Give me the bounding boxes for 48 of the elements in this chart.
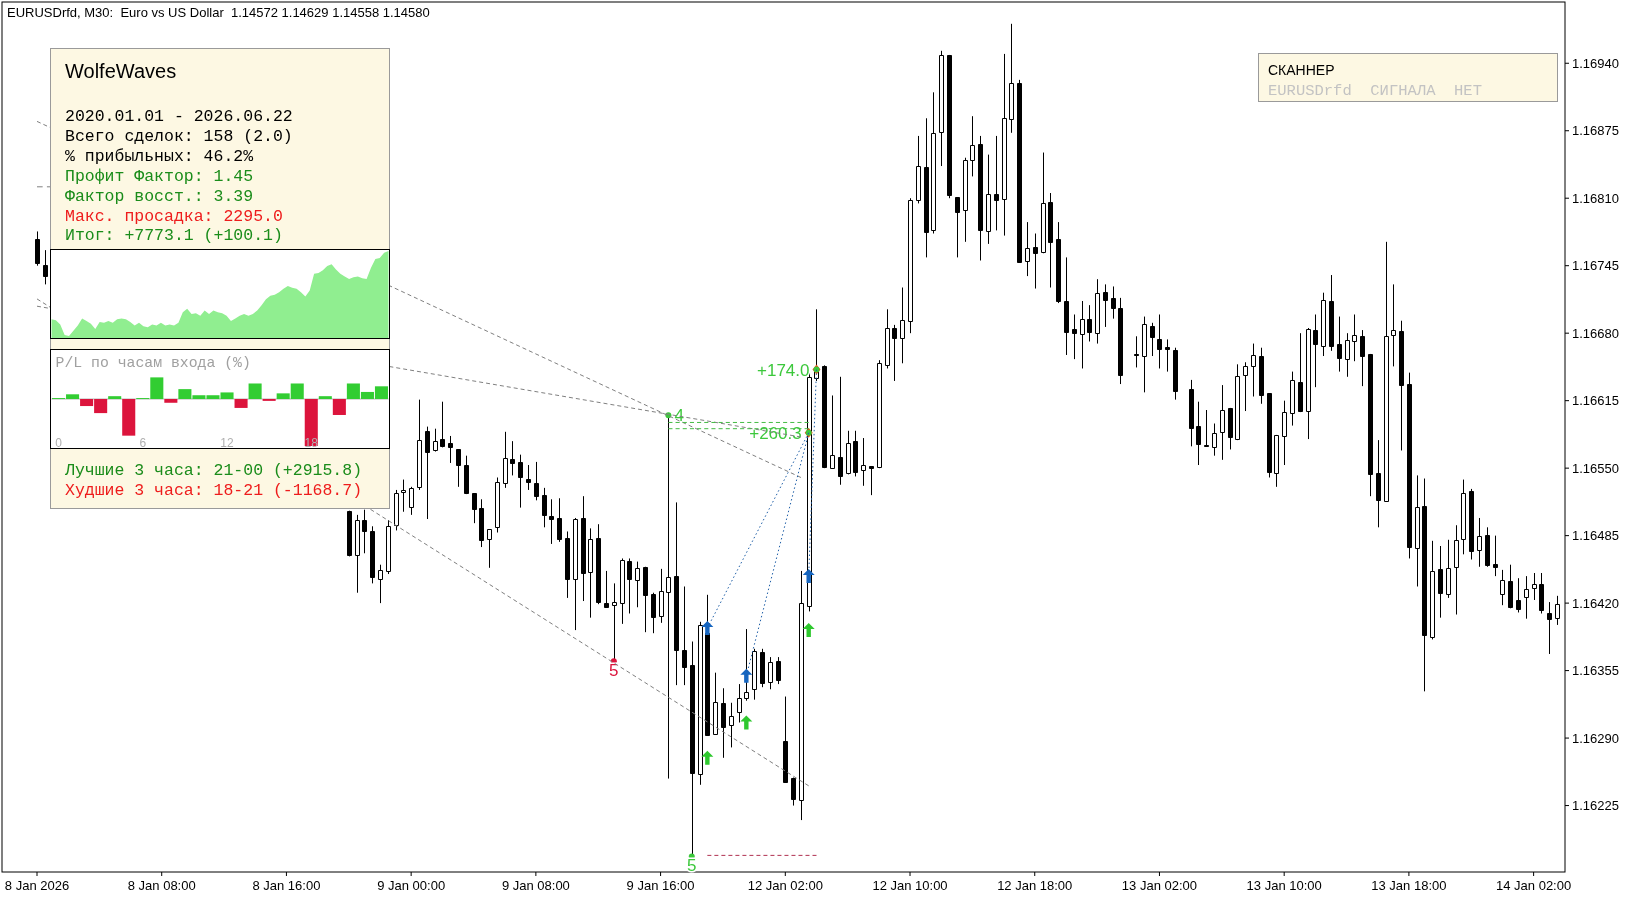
y-tick-label: 1.16420 <box>1572 595 1619 611</box>
x-tick-label: 12 Jan 18:00 <box>997 878 1073 893</box>
x-tick-label: 12 Jan 10:00 <box>872 878 948 893</box>
x-tick-label: 9 Jan 00:00 <box>377 878 446 893</box>
series-label: +260.3 <box>749 423 802 443</box>
annotation: Профит Фактор: 1.45 <box>65 166 254 186</box>
x-tick-label: 12 Jan 02:00 <box>747 878 823 893</box>
x-tick-label: 9 Jan 08:00 <box>501 878 570 893</box>
y-tick-label: 1.16615 <box>1572 393 1619 409</box>
series-label: 5 <box>609 660 619 680</box>
x-tick-label: 6 <box>139 435 147 450</box>
x-tick-label: 0 <box>55 435 63 450</box>
x-tick-label: 13 Jan 02:00 <box>1121 878 1198 893</box>
y-tick-label: 1.16485 <box>1572 528 1619 544</box>
x-tick-label: 8 Jan 16:00 <box>252 878 321 893</box>
x-tick-label: 13 Jan 18:00 <box>1371 878 1447 893</box>
annotation: Фактор восст.: 3.39 <box>65 186 254 206</box>
x-tick-label: 9 Jan 16:00 <box>626 878 695 893</box>
text: WolfeWaves <box>65 60 177 82</box>
series-label: 5 <box>687 855 697 875</box>
annotation: Макс. просадка: 2295.0 <box>65 206 283 226</box>
series-label: +174.0 <box>757 360 810 380</box>
annotation: Худшие 3 часа: 18-21 (-1168.7) <box>65 481 363 500</box>
y-tick-label: 1.16680 <box>1572 325 1619 341</box>
chart-title: EURUSDrfd, M30: Euro vs US Dollar 1.14572 1.14629 1.14558 1.14580 <box>7 5 430 20</box>
x-tick-label: 14 Jan 02:00 <box>1496 878 1572 893</box>
annotation: Всего сделок: 158 (2.0) <box>65 126 293 146</box>
y-tick-label: 1.16355 <box>1572 663 1619 679</box>
text: СКАННЕР <box>1268 62 1335 78</box>
y-tick-label: 1.16290 <box>1572 730 1619 746</box>
x-tick-label: 8 Jan 2026 <box>4 878 70 893</box>
x-tick-label: 18 <box>304 435 319 450</box>
x-tick-label: 13 Jan 10:00 <box>1246 878 1322 893</box>
y-tick-label: 1.16225 <box>1572 798 1619 814</box>
y-tick-label: 1.16745 <box>1572 258 1619 274</box>
annotation: EURUSDrfd СИГНАЛА НЕТ <box>1268 82 1482 100</box>
annotation: 2020.01.01 - 2026.06.22 <box>65 107 293 126</box>
annotation: Лучшие 3 часа: 21-00 (+2915.8) <box>64 461 363 480</box>
x-tick-label: 12 <box>220 435 235 450</box>
chart-title: P/L по часам входа (%) <box>55 354 251 371</box>
y-tick-label: 1.16810 <box>1572 190 1619 206</box>
series-label: 4 <box>674 406 684 426</box>
x-tick-label: 8 Jan 08:00 <box>127 878 196 893</box>
y-tick-label: 1.16940 <box>1572 55 1619 71</box>
y-tick-label: 1.16550 <box>1572 460 1619 476</box>
annotation: % прибыльных: 46.2% <box>65 146 254 166</box>
annotation: Итог: +7773.1 (+100.1) <box>65 226 283 246</box>
y-tick-label: 1.16875 <box>1572 123 1619 139</box>
